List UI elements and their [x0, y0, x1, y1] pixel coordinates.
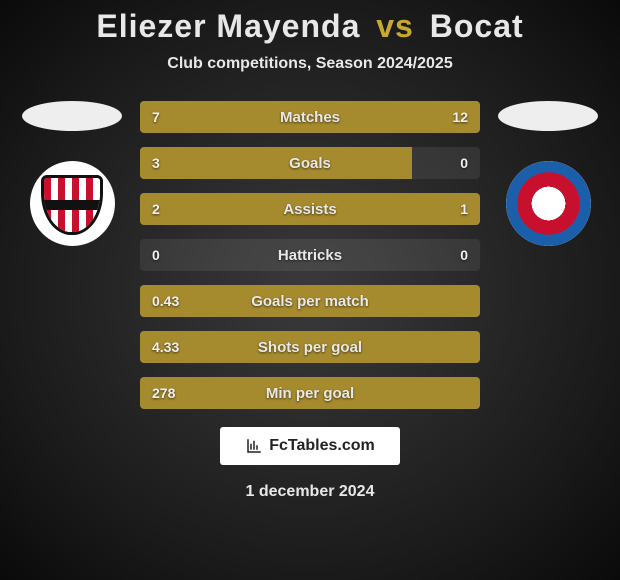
subtitle: Club competitions, Season 2024/2025: [0, 55, 620, 73]
header: Eliezer Mayenda vs Bocat Club competitio…: [0, 0, 620, 73]
stat-bar: 4.33Shots per goal: [140, 331, 480, 363]
stat-bar: 0.43Goals per match: [140, 285, 480, 317]
branding-badge: FcTables.com: [220, 427, 400, 465]
player1-crest: [30, 161, 115, 246]
stoke-badge: [506, 161, 591, 246]
player2-flag: [498, 101, 598, 131]
stat-bar: 21Assists: [140, 193, 480, 225]
main-content: 712Matches 30Goals 21Assists 00Hattricks 0.4…: [0, 101, 620, 409]
stat-bar: 00Hattricks: [140, 239, 480, 271]
stat-bar: 712Matches: [140, 101, 480, 133]
stat-label: Shots per goal: [140, 331, 480, 363]
stat-bars: 712Matches 30Goals 21Assists 00Hattricks 0.4…: [140, 101, 480, 409]
left-side: [22, 101, 122, 246]
stat-label: Goals per match: [140, 285, 480, 317]
stat-label: Goals: [140, 147, 480, 179]
stat-label: Assists: [140, 193, 480, 225]
date-label: 1 december 2024: [0, 483, 620, 501]
sunderland-badge: [37, 169, 107, 239]
player2-name: Bocat: [430, 8, 524, 44]
stat-bar: 278Min per goal: [140, 377, 480, 409]
stat-label: Min per goal: [140, 377, 480, 409]
comparison-title: Eliezer Mayenda vs Bocat: [0, 8, 620, 45]
chart-icon: [245, 437, 263, 455]
stat-bar: 30Goals: [140, 147, 480, 179]
branding-text: FcTables.com: [269, 437, 375, 455]
player2-crest: [506, 161, 591, 246]
right-side: [498, 101, 598, 246]
player1-name: Eliezer Mayenda: [96, 8, 360, 44]
vs-label: vs: [376, 8, 414, 44]
player1-flag: [22, 101, 122, 131]
stat-label: Matches: [140, 101, 480, 133]
stat-label: Hattricks: [140, 239, 480, 271]
